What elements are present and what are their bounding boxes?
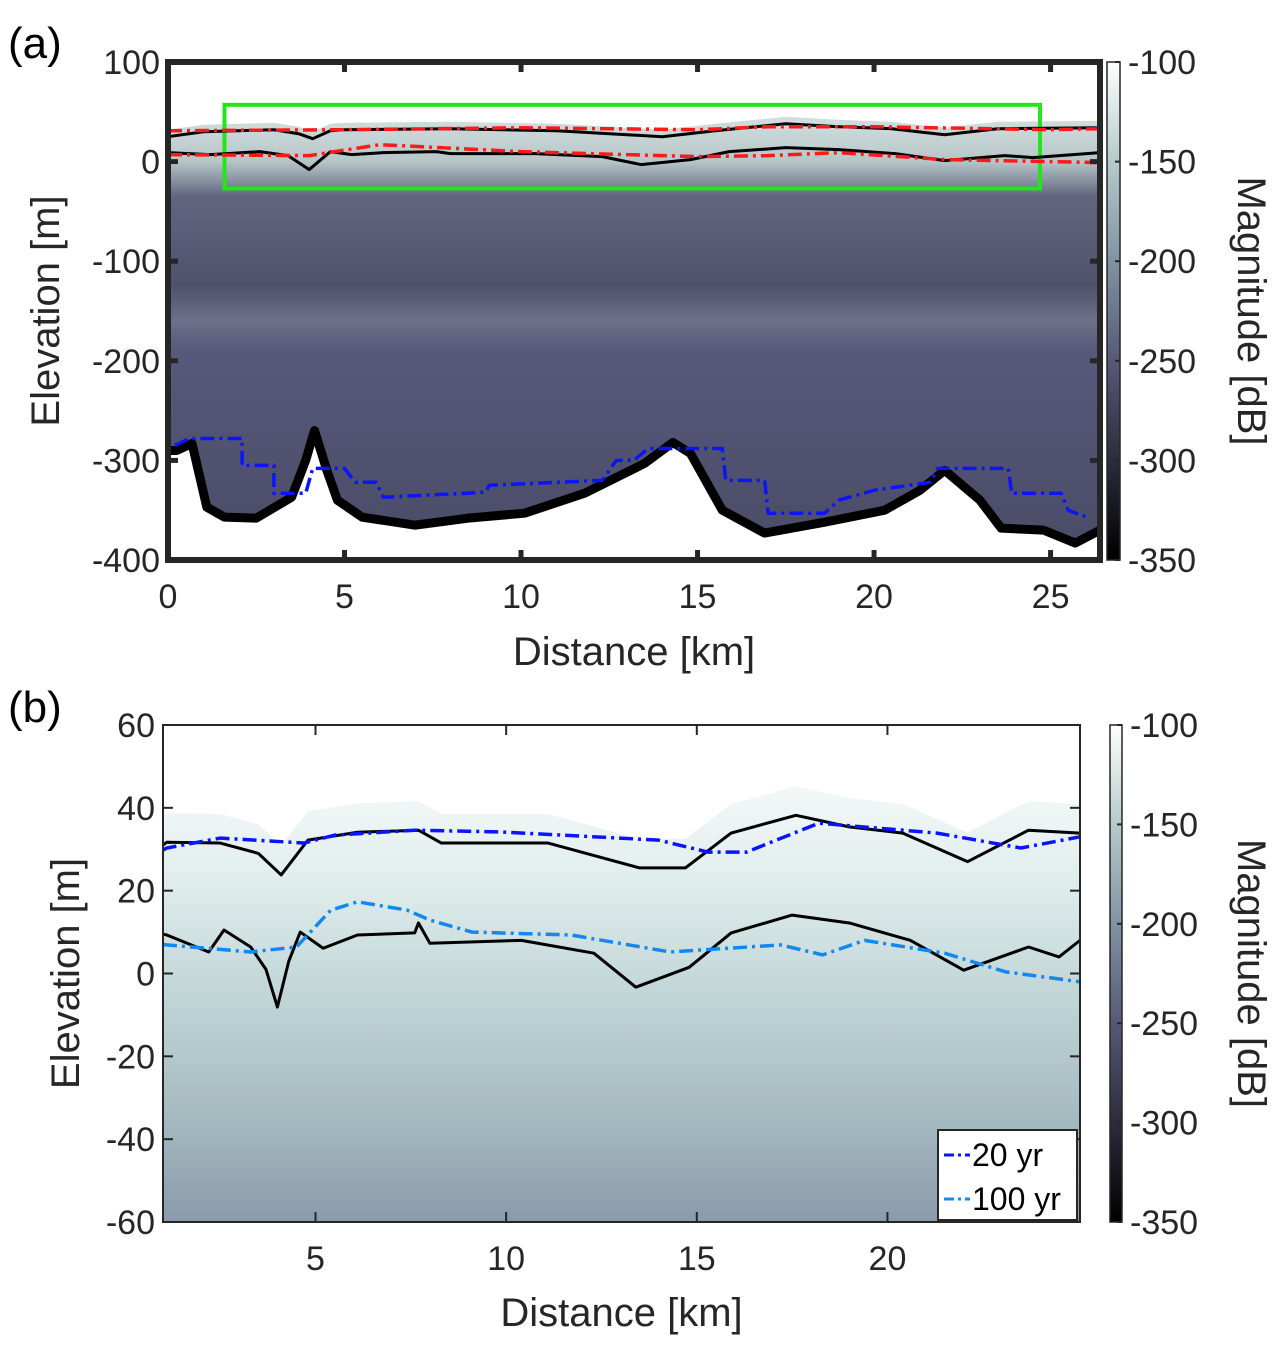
y-axis-label: Elevation [m] <box>24 195 68 426</box>
series-line-surface-black <box>162 813 1081 877</box>
x-tick-label: 15 <box>679 578 717 616</box>
panel-label: (b) <box>8 683 62 732</box>
y-tick-label: 40 <box>117 790 155 828</box>
legend-box <box>937 1129 1078 1221</box>
roi-box <box>222 102 1042 191</box>
x-tick-label: 15 <box>678 1240 716 1278</box>
colorbar-tick-label: -200 <box>1130 906 1198 944</box>
panel-a: 0 5 10 15 20 25 100 0 -100 -200 -300 -400 Distance [… <box>8 19 1273 674</box>
y-tick-label: 0 <box>136 956 155 994</box>
plot-frame <box>165 59 1103 563</box>
colorbar-tick-label: -100 <box>1128 44 1196 82</box>
x-tick-label: 20 <box>855 578 893 616</box>
colorbar-label: Magnitude [dB] <box>1229 176 1273 445</box>
colorbar-tick-label: -300 <box>1130 1105 1198 1143</box>
air-region <box>163 725 1080 846</box>
colorbar-tick-label: -250 <box>1128 343 1196 381</box>
air-region <box>168 62 1100 132</box>
series-line-100-yr <box>162 900 1081 984</box>
x-tick-label: 25 <box>1032 578 1070 616</box>
colorbar-tick-label: -150 <box>1130 806 1198 844</box>
x-tick-label: 10 <box>487 1240 525 1278</box>
colorbar <box>1106 61 1121 561</box>
legend-entry: 20 yr <box>972 1137 1043 1173</box>
y-axis-label: Elevation [m] <box>44 858 88 1089</box>
colorbar-tick-label: -250 <box>1130 1005 1198 1043</box>
colorbar-tick-label: -300 <box>1128 442 1196 480</box>
series-line-internal-layer-red <box>167 142 1101 165</box>
y-tick-label: -60 <box>106 1204 155 1242</box>
y-tick-label: -100 <box>92 243 160 281</box>
colorbar-tick-label: -200 <box>1128 243 1196 281</box>
y-tick-label: -200 <box>92 343 160 381</box>
x-tick-label: 0 <box>159 578 178 616</box>
y-tick-label: -400 <box>92 542 160 580</box>
colorbar <box>1109 724 1123 1223</box>
colorbar-tick-label: -150 <box>1128 144 1196 182</box>
x-tick-label: 5 <box>335 578 354 616</box>
legend-entry: 100 yr <box>972 1181 1061 1217</box>
y-tick-label: -40 <box>106 1121 155 1159</box>
series-line-internal-layer-black <box>167 146 1101 172</box>
x-tick-label: 5 <box>306 1240 325 1278</box>
colorbar-label: Magnitude [dB] <box>1229 839 1273 1108</box>
colorbar-tick-label: -350 <box>1128 542 1196 580</box>
series-line-20-yr <box>162 821 1081 854</box>
x-tick-label: 20 <box>869 1240 907 1278</box>
y-tick-label: -300 <box>92 442 160 480</box>
legend: 20 yr 100 yr <box>937 1129 1078 1221</box>
panel-b: 5 10 15 20 60 40 20 0 -20 -40 -60 Distance [km] Elev… <box>8 683 1273 1335</box>
y-tick-label: -20 <box>106 1038 155 1076</box>
colorbar-tick-label: -100 <box>1130 707 1198 745</box>
series-line-surface-black <box>167 122 1101 141</box>
below-bed-region <box>168 430 1100 560</box>
series-line-bed <box>168 426 1103 548</box>
panel-label: (a) <box>8 19 62 68</box>
x-tick-label: 10 <box>502 578 540 616</box>
y-tick-label: 100 <box>103 44 160 82</box>
y-tick-label: 60 <box>117 707 155 745</box>
x-axis-label: Distance [km] <box>513 630 755 674</box>
y-tick-label: 20 <box>117 873 155 911</box>
colorbar-tick-label: -350 <box>1130 1204 1198 1242</box>
y-tick-label: 0 <box>141 144 160 182</box>
x-axis-label: Distance [km] <box>500 1291 742 1335</box>
